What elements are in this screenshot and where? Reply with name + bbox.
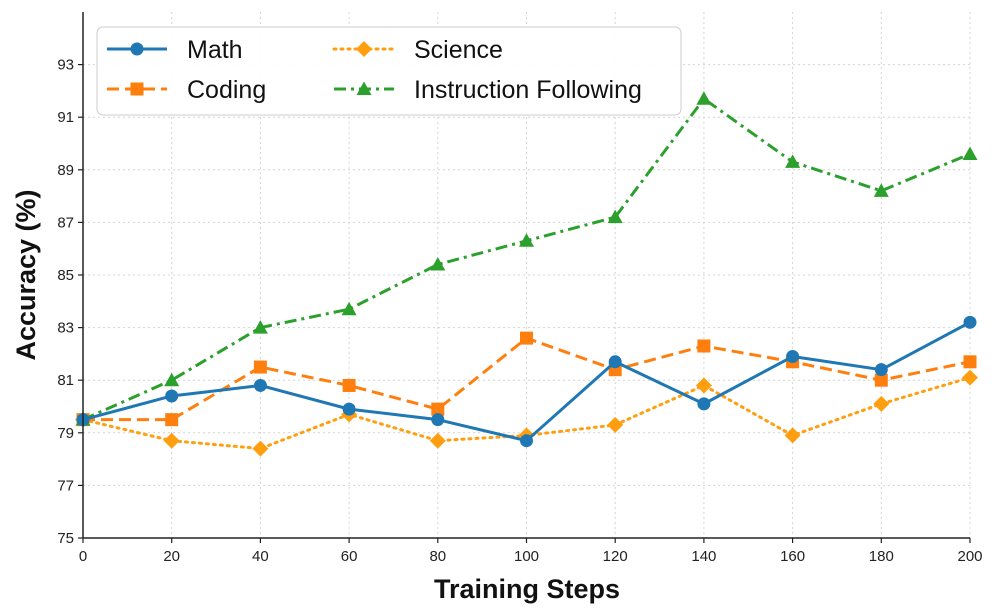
y-tick-label: 77 [57,477,74,494]
data-point-math [253,378,267,392]
x-tick-label: 120 [603,548,628,565]
data-point-instruction-following [341,301,357,316]
x-tick-label: 60 [341,548,358,565]
data-point-coding [697,339,711,353]
data-point-coding [520,331,533,345]
data-point-science [429,432,446,449]
data-point-instruction-following [873,183,889,197]
legend-marker-science [356,41,372,57]
data-point-math [608,355,622,369]
data-point-coding [431,402,445,416]
data-point-science [252,440,269,457]
legend-item-science: Science [332,36,503,64]
series-line-instruction-following [82,97,971,422]
x-tick-label: 200 [957,548,982,565]
data-point-coding [963,355,977,369]
x-tick-label: 180 [869,548,894,565]
y-tick-label: 93 [57,57,74,74]
legend-label-instruction-following: Instruction Following [414,76,642,104]
x-ticks: 0 20 40 60 80 100 120 140 160 180 200 [79,538,983,565]
data-point-science [163,432,180,449]
data-point-coding [874,373,888,387]
data-point-math [786,350,800,364]
data-point-coding [253,360,267,374]
x-axis-title: Training Steps [434,574,620,604]
x-tick-label: 160 [780,548,805,565]
x-tick-label: 0 [79,548,87,565]
y-tick-label: 83 [57,320,74,337]
y-tick-label: 79 [57,425,74,442]
data-point-instruction-following [962,146,978,161]
data-point-math [431,413,445,427]
legend: Math Coding Science Instruction Following [96,26,682,116]
x-tick-label: 80 [429,548,446,565]
data-point-science [873,395,890,412]
data-point-science [784,427,801,444]
data-point-math [963,315,977,329]
legend-frame [96,26,682,116]
data-point-math [697,397,711,411]
y-tick-label: 75 [57,530,74,547]
legend-marker-math [130,42,144,56]
legend-label-math: Math [187,36,243,64]
data-point-instruction-following [785,154,801,168]
data-point-math [342,402,356,416]
y-tick-label: 89 [57,162,74,179]
data-point-instruction-following [696,91,712,105]
legend-marker-coding [130,82,144,96]
legend-label-science: Science [414,36,503,64]
y-ticks: 75 77 79 81 83 85 87 89 91 93 [57,57,83,547]
data-point-math [165,389,179,403]
legend-marker-instruction-following [356,81,372,95]
data-point-math [520,434,533,448]
series-math [76,315,977,448]
data-point-instruction-following [430,256,446,271]
x-tick-label: 40 [252,548,269,565]
y-tick-label: 87 [57,214,74,231]
data-point-science [607,416,624,433]
legend-item-coding: Coding [107,76,266,104]
data-point-coding [165,413,179,427]
data-point-coding [342,378,356,392]
data-point-instruction-following [519,233,534,247]
data-point-science [962,369,978,386]
y-tick-label: 85 [57,267,74,284]
legend-item-instruction-following: Instruction Following [334,76,642,104]
x-tick-label: 100 [514,548,539,565]
data-point-science [695,377,712,394]
x-tick-label: 140 [691,548,716,565]
x-tick-label: 20 [163,548,180,565]
y-axis-title: Accuracy (%) [11,189,41,360]
data-point-instruction-following [252,320,268,334]
y-tick-label: 81 [57,372,74,389]
legend-label-coding: Coding [187,76,266,104]
data-point-instruction-following [164,372,180,387]
data-point-math [874,363,888,377]
data-point-instruction-following [607,209,623,224]
y-tick-label: 91 [57,109,74,126]
legend-item-math: Math [107,36,243,64]
